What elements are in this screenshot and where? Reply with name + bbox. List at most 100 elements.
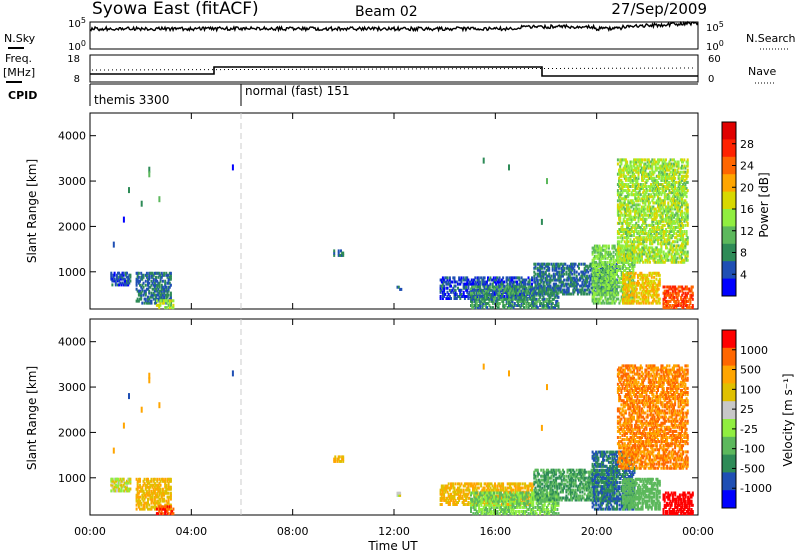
data-cell — [548, 262, 551, 266]
data-cell — [465, 295, 468, 298]
data-cell — [684, 193, 687, 197]
data-cell — [447, 280, 450, 284]
data-cell — [659, 260, 662, 264]
data-cell — [165, 271, 168, 275]
data-cell — [604, 260, 607, 264]
data-cell — [483, 295, 486, 299]
data-cell — [481, 291, 484, 295]
data-cell — [630, 254, 632, 258]
data-cell — [682, 160, 685, 164]
data-cell — [651, 158, 654, 162]
data-cell — [150, 293, 153, 297]
data-cell — [629, 215, 632, 219]
data-cell — [136, 479, 139, 483]
data-cell — [110, 477, 113, 481]
data-cell — [476, 280, 479, 284]
data-cell — [616, 256, 619, 260]
data-cell — [533, 295, 536, 299]
data-cell — [687, 287, 690, 291]
data-cell — [524, 297, 527, 301]
data-cell — [619, 178, 622, 182]
data-cell — [544, 290, 547, 294]
data-cell — [160, 293, 163, 297]
data-cell — [642, 252, 645, 256]
data-cell — [533, 276, 536, 280]
data-cell — [126, 487, 128, 491]
data-cell — [542, 289, 545, 293]
data-cell — [135, 477, 138, 481]
data-cell — [143, 481, 146, 485]
power-scatter-cells — [110, 157, 694, 310]
data-cell — [673, 248, 675, 252]
data-cell — [526, 282, 529, 286]
data-cell — [663, 191, 666, 195]
data-cell — [643, 238, 646, 242]
data-cell — [584, 264, 587, 268]
data-cell — [659, 213, 662, 217]
data-cell — [628, 166, 631, 170]
data-cell — [651, 164, 654, 168]
data-cell — [168, 281, 171, 285]
data-cell — [662, 250, 665, 254]
data-cell — [641, 285, 644, 289]
data-cell — [621, 168, 624, 172]
data-cell — [110, 275, 113, 279]
data-cell — [547, 264, 550, 268]
data-cell — [638, 162, 641, 166]
data-cell — [537, 288, 540, 292]
data-cell — [657, 199, 659, 203]
data-cell — [607, 285, 610, 289]
data-cell — [619, 219, 622, 223]
data-cell — [441, 290, 444, 294]
data-cell — [612, 299, 615, 303]
data-cell — [459, 292, 462, 296]
data-cell — [148, 277, 151, 281]
data-cell — [145, 505, 148, 509]
data-cell — [118, 487, 121, 491]
data-cell — [603, 248, 606, 252]
data-cell — [612, 277, 615, 281]
data-cell — [666, 306, 668, 310]
data-cell — [572, 284, 575, 288]
data-cell — [666, 209, 669, 213]
data-cell — [646, 277, 649, 281]
data-cell — [665, 158, 667, 162]
data-cell — [117, 477, 119, 481]
data-cell — [148, 491, 151, 495]
data-cell — [625, 285, 628, 289]
data-cell — [631, 295, 634, 299]
data-cell — [483, 280, 486, 284]
data-cell — [592, 293, 595, 297]
data-cell — [513, 280, 516, 284]
data-cell — [658, 158, 661, 162]
y-tick-label: 4000 — [58, 130, 86, 143]
data-cell — [643, 158, 646, 162]
data-cell — [627, 185, 630, 188]
data-cell — [667, 302, 670, 305]
data-cell — [647, 289, 650, 293]
data-cell — [625, 271, 628, 275]
data-cell — [654, 168, 657, 172]
data-cell — [169, 291, 172, 295]
data-cell — [537, 286, 540, 290]
data-cell — [657, 281, 660, 285]
data-cell — [548, 297, 551, 301]
data-cell — [627, 271, 630, 275]
data-cell — [633, 240, 635, 244]
data-cell — [465, 286, 468, 290]
data-cell — [553, 264, 556, 268]
data-cell — [526, 291, 529, 295]
data-cell — [610, 252, 613, 256]
data-cell — [643, 209, 646, 213]
data-cell — [618, 217, 621, 221]
data-cell — [660, 236, 663, 240]
data-cell — [517, 285, 520, 289]
data-cell — [591, 269, 594, 272]
data-cell — [651, 168, 654, 172]
data-cell — [514, 289, 517, 293]
data-cell — [674, 176, 677, 180]
data-cell — [512, 306, 515, 310]
data-cell — [626, 242, 629, 246]
data-cell — [153, 285, 156, 289]
data-cell — [627, 279, 630, 283]
